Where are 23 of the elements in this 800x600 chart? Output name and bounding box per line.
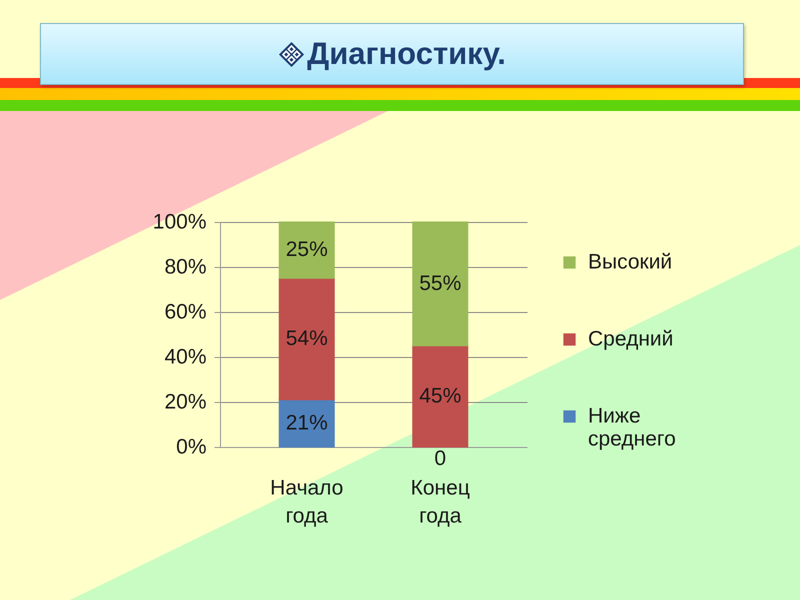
x-tick-label: Конец года (410, 476, 470, 528)
data-label: 21% (286, 411, 328, 434)
chart-title: Диагностику. (307, 36, 506, 72)
legend-label: Ниже среднего (588, 404, 676, 450)
y-tick-label: 100% (152, 210, 206, 234)
bar (412, 345, 468, 448)
data-label: 54% (286, 327, 328, 350)
y-tick-label: 40% (164, 346, 206, 368)
data-label: 0 (434, 447, 446, 470)
data-label: 55% (419, 272, 462, 295)
legend-label: Средний (588, 328, 674, 350)
bar (278, 222, 335, 279)
y-tick-label: 80% (164, 256, 206, 278)
data-label: 25% (286, 238, 328, 262)
title-banner: Диагностику. (40, 23, 744, 85)
y-tick-label: 0% (176, 436, 206, 458)
x-tick-label: Начало года (270, 476, 344, 528)
data-label: 45% (419, 384, 462, 408)
bar (412, 222, 468, 346)
y-tick-label: 20% (164, 390, 206, 414)
bar (278, 278, 335, 400)
y-tick-label: 60% (164, 300, 206, 324)
legend-label: Высокий (588, 250, 672, 274)
